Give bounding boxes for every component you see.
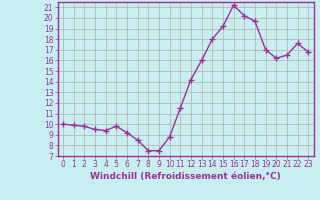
X-axis label: Windchill (Refroidissement éolien,°C): Windchill (Refroidissement éolien,°C)	[90, 172, 281, 181]
